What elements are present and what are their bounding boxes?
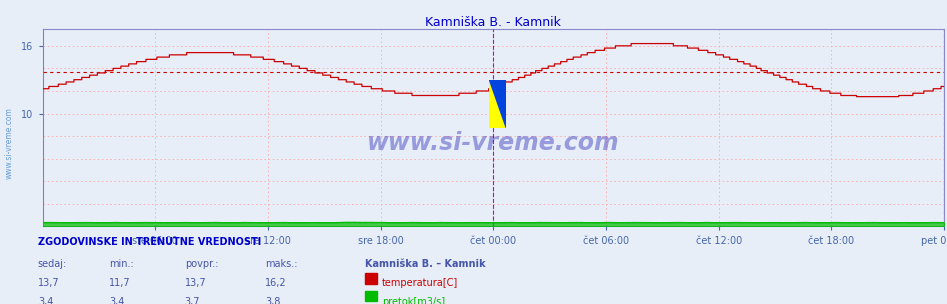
- Text: temperatura[C]: temperatura[C]: [382, 278, 458, 288]
- Title: Kamniška B. - Kamnik: Kamniška B. - Kamnik: [425, 16, 562, 29]
- Text: 13,7: 13,7: [185, 278, 206, 288]
- Text: povpr.:: povpr.:: [185, 259, 218, 269]
- Text: ZGODOVINSKE IN TRENUTNE VREDNOSTI: ZGODOVINSKE IN TRENUTNE VREDNOSTI: [38, 237, 261, 247]
- Polygon shape: [490, 80, 507, 128]
- Text: Kamniška B. – Kamnik: Kamniška B. – Kamnik: [365, 259, 485, 269]
- Text: min.:: min.:: [109, 259, 134, 269]
- Polygon shape: [490, 80, 507, 128]
- Bar: [365, 273, 377, 284]
- Text: 13,7: 13,7: [38, 278, 60, 288]
- Text: pretok[m3/s]: pretok[m3/s]: [382, 297, 445, 304]
- Text: sedaj:: sedaj:: [38, 259, 67, 269]
- Text: 3,8: 3,8: [265, 297, 280, 304]
- Text: www.si-vreme.com: www.si-vreme.com: [5, 107, 14, 179]
- Text: 3,7: 3,7: [185, 297, 200, 304]
- Text: 11,7: 11,7: [109, 278, 131, 288]
- Text: www.si-vreme.com: www.si-vreme.com: [367, 132, 619, 155]
- Bar: [365, 291, 377, 301]
- Text: 3,4: 3,4: [38, 297, 53, 304]
- Text: 16,2: 16,2: [265, 278, 287, 288]
- Text: maks.:: maks.:: [265, 259, 297, 269]
- Text: 3,4: 3,4: [109, 297, 124, 304]
